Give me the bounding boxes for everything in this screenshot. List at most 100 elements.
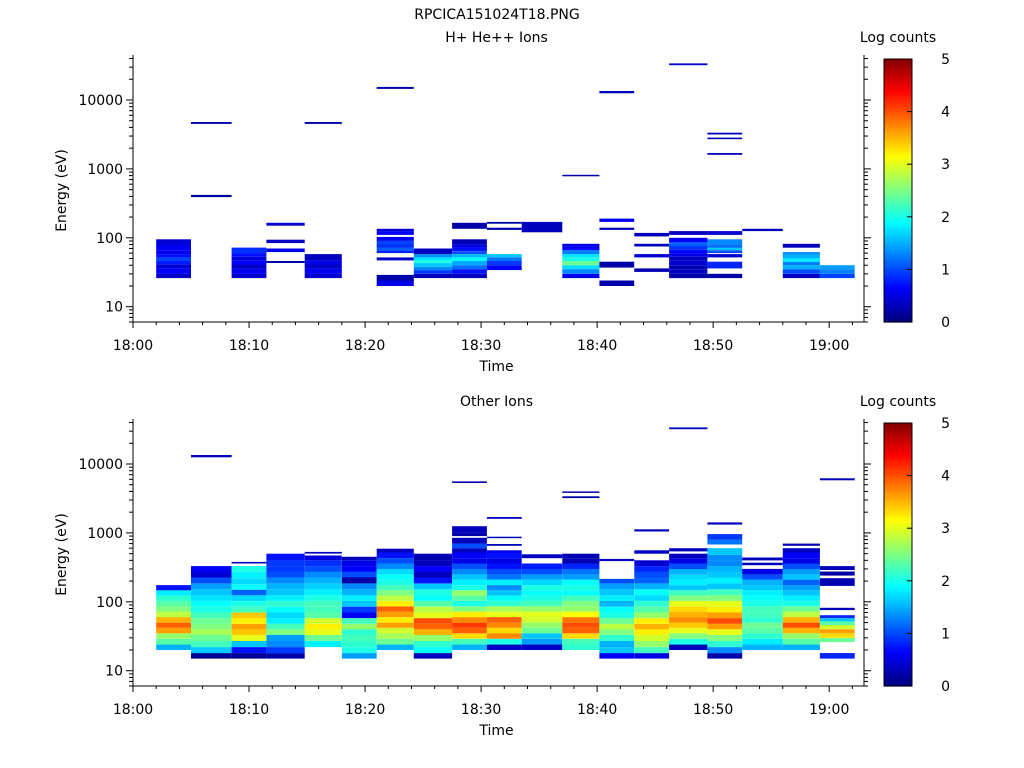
- heatmap-cell: [266, 583, 305, 590]
- heatmap-cell: [782, 273, 820, 279]
- heatmap-cell: [191, 455, 232, 458]
- heatmap-cell: [782, 558, 820, 564]
- colorbar-swatch: [884, 575, 912, 579]
- heatmap-cell: [452, 537, 487, 544]
- heatmap-cell: [413, 618, 453, 624]
- colorbar-swatch: [884, 306, 912, 310]
- colorbar-swatch: [884, 499, 912, 503]
- colorbar: 0 1 2 3 4 5 Log counts: [860, 30, 950, 331]
- heatmap-cell: [304, 641, 342, 648]
- colorbar-swatch: [884, 143, 912, 147]
- colorbar-swatch: [884, 601, 912, 606]
- heatmap-cell: [304, 566, 342, 572]
- heatmap-cell: [707, 250, 743, 254]
- colorbar-swatch: [884, 467, 912, 471]
- heatmap-cell: [782, 611, 820, 618]
- colorbar-swatch: [884, 522, 912, 527]
- colorbar-frame: [883, 422, 913, 687]
- colorbar-swatch: [884, 277, 912, 281]
- colorbar-swatch: [884, 449, 912, 453]
- heatmap-cell: [782, 574, 820, 580]
- heatmap-cell: [486, 617, 522, 623]
- colorbar-swatch: [884, 282, 912, 286]
- heatmap-cell: [599, 595, 635, 601]
- heatmap-cell: [376, 595, 414, 601]
- heatmap-cell: [707, 566, 743, 572]
- heatmap-cell: [486, 606, 522, 612]
- heatmap-cell: [304, 254, 342, 261]
- heatmap-cell: [266, 222, 305, 226]
- heatmap-cell: [486, 221, 522, 224]
- colorbar-tick-label: 3: [941, 521, 950, 537]
- heatmap-cell: [231, 572, 267, 579]
- heatmap-cell: [486, 590, 522, 596]
- heatmap-cell: [486, 536, 522, 539]
- colorbar-swatch: [884, 683, 912, 687]
- colorbar-swatch: [884, 114, 912, 118]
- heatmap-cell: [521, 574, 563, 580]
- heatmap-cell: [304, 260, 342, 265]
- heatmap-cell: [707, 244, 743, 248]
- colorbar-tick-label: 1: [941, 262, 950, 278]
- heatmap-cell: [521, 606, 563, 612]
- heatmap-cell: [266, 647, 305, 654]
- heatmap-cell: [266, 566, 305, 572]
- colorbar-swatch: [884, 538, 912, 542]
- x-tick-label: 18:20: [345, 702, 385, 718]
- heatmap-cell: [486, 622, 522, 628]
- heatmap-cell: [376, 568, 414, 575]
- heatmap-cell: [486, 558, 522, 564]
- heatmap-cell: [156, 600, 191, 607]
- colorbar-swatch: [884, 565, 912, 569]
- colorbar-swatch: [884, 87, 912, 92]
- heatmap-cell: [413, 263, 453, 267]
- colorbar-swatch: [884, 528, 912, 532]
- colorbar-swatch: [884, 446, 912, 450]
- colorbar-swatch: [884, 664, 912, 669]
- heatmap-cell: [191, 629, 232, 635]
- heatmap-cell: [231, 268, 267, 274]
- y-tick-label: 1000: [87, 526, 123, 542]
- heatmap-cell: [562, 617, 600, 623]
- colorbar-swatch: [884, 423, 912, 427]
- x-tick-label: 18:10: [229, 702, 269, 718]
- heatmap-cell: [819, 629, 855, 634]
- colorbar-swatch: [884, 140, 912, 144]
- colorbar-swatch: [884, 641, 912, 645]
- heatmap-cell: [562, 622, 600, 628]
- heatmap-cell: [669, 269, 708, 274]
- heatmap-cell: [304, 551, 342, 554]
- colorbar-swatch: [884, 319, 912, 323]
- colorbar-swatch: [884, 580, 912, 585]
- colorbar-swatch: [884, 119, 912, 123]
- heatmap-cell: [156, 644, 191, 650]
- heatmap-cell: [266, 560, 305, 567]
- colorbar-swatch: [884, 179, 912, 184]
- colorbar-swatch: [884, 311, 912, 315]
- colorbar-swatch: [884, 480, 912, 485]
- heatmap-cell: [413, 629, 453, 635]
- colorbar-swatch: [884, 486, 912, 490]
- heatmap-cell: [376, 590, 414, 596]
- heatmap-cell: [634, 529, 670, 532]
- x-tick-label: 18:20: [345, 338, 385, 354]
- heatmap-cell: [304, 589, 342, 596]
- colorbar-swatch: [884, 607, 912, 611]
- heatmap-cell: [304, 629, 342, 635]
- colorbar-label: Log counts: [860, 30, 936, 46]
- heatmap-cell: [486, 563, 522, 569]
- heatmap-cell: [452, 563, 487, 569]
- colorbar-swatch: [884, 570, 912, 574]
- heatmap-cell: [266, 261, 305, 263]
- heatmap-cell: [231, 260, 267, 265]
- colorbar-tick-label: 5: [941, 52, 950, 68]
- colorbar-swatch: [884, 240, 912, 244]
- colorbar-swatch: [884, 253, 912, 257]
- heatmap-cell: [452, 633, 487, 639]
- heatmap-cell: [191, 583, 232, 590]
- colorbar-swatch: [884, 61, 912, 65]
- heatmap-cell: [413, 635, 453, 641]
- heatmap-cell: [452, 606, 487, 612]
- heatmap-cell: [521, 617, 563, 623]
- heatmap-cell: [231, 589, 267, 596]
